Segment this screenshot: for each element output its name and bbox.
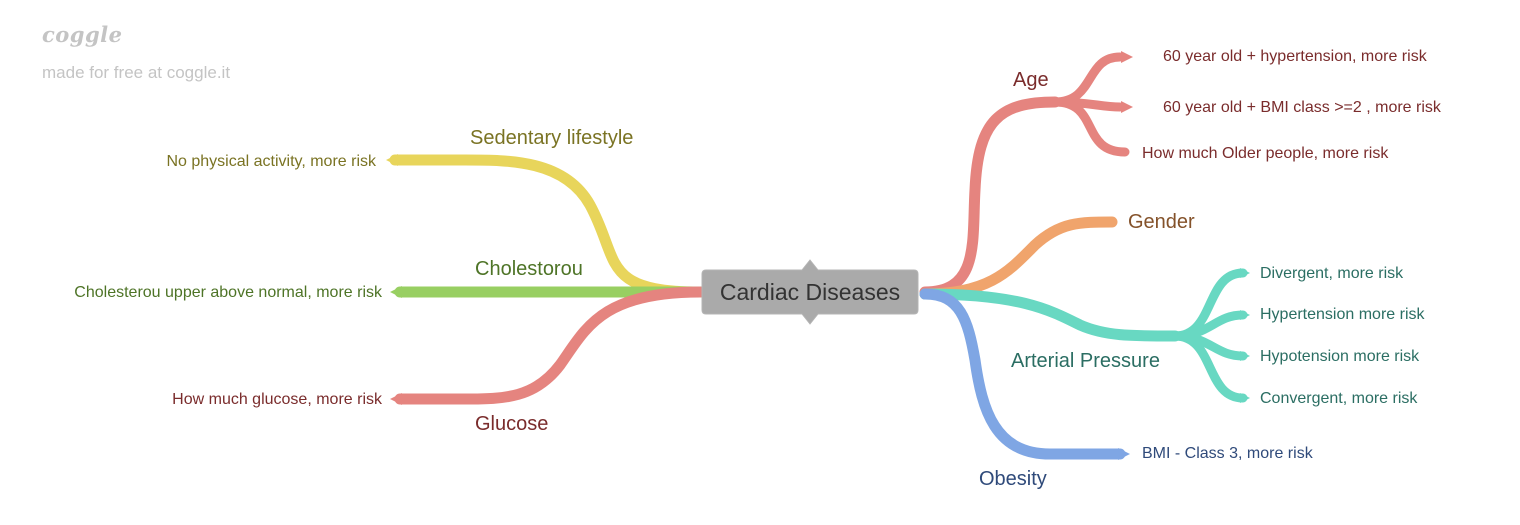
arrow-pressure-3 — [1240, 351, 1250, 361]
arrow-pressure-4 — [1240, 393, 1250, 403]
connector-obesity — [919, 288, 1126, 460]
arrow-sedentary — [386, 154, 398, 166]
arrow-age-2 — [1121, 101, 1133, 113]
arrow-obesity — [1118, 448, 1130, 460]
leaf-age-1[interactable]: 60 year old + hypertension, more risk — [1163, 48, 1428, 65]
arrow-glucose — [390, 393, 402, 405]
leaf-pressure-2[interactable]: Hypertension more risk — [1260, 306, 1426, 323]
arrow-pressure-2 — [1240, 310, 1250, 320]
connector-glucose — [394, 286, 706, 405]
leaf-pressure-4[interactable]: Convergent, more risk — [1260, 390, 1418, 407]
watermark-subtitle: made for free at coggle.it — [42, 63, 231, 82]
arrow-cholesterol — [390, 286, 402, 298]
connector-sedentary — [389, 154, 706, 298]
connector-age — [919, 96, 1061, 298]
branch-label-obesity[interactable]: Obesity — [979, 468, 1047, 490]
leaf-pressure-1[interactable]: Divergent, more risk — [1260, 265, 1404, 282]
connector-age-child-3 — [1050, 97, 1130, 157]
branch-obesity: Obesity BMI - Class 3, more risk — [919, 288, 1314, 490]
arrow-age-1 — [1121, 51, 1133, 63]
branch-gender: Gender — [919, 211, 1195, 300]
branch-age: Age 60 year old + hypertension, more ris… — [919, 48, 1442, 298]
leaf-cholesterol-1[interactable]: Cholesterou upper above normal, more ris… — [74, 284, 383, 301]
arrow-pressure-1 — [1240, 268, 1250, 278]
connector-pressure — [919, 288, 1181, 342]
leaf-obesity-1[interactable]: BMI - Class 3, more risk — [1142, 445, 1314, 462]
branch-cholesterol: Cholestorou Cholesterou upper above norm… — [74, 258, 706, 301]
connector-gender — [919, 216, 1118, 300]
branch-glucose: Glucose How much glucose, more risk — [172, 286, 706, 435]
branch-label-age[interactable]: Age — [1013, 69, 1049, 91]
branch-label-glucose[interactable]: Glucose — [475, 413, 548, 435]
leaf-age-3[interactable]: How much Older people, more risk — [1142, 145, 1389, 162]
center-node-label: Cardiac Diseases — [720, 279, 900, 305]
leaf-pressure-3[interactable]: Hypotension more risk — [1260, 348, 1420, 365]
center-node[interactable]: Cardiac Diseases — [701, 259, 919, 325]
branch-label-gender[interactable]: Gender — [1128, 211, 1195, 233]
connector-pressure-child-4 — [1170, 331, 1248, 403]
leaf-glucose-1[interactable]: How much glucose, more risk — [172, 391, 383, 408]
branch-pressure: Arterial Pressure Divergent, more risk H… — [919, 265, 1426, 407]
branch-label-sedentary[interactable]: Sedentary lifestyle — [470, 127, 633, 149]
connector-age-child-1 — [1050, 52, 1125, 107]
branch-sedentary: Sedentary lifestyle No physical activity… — [166, 127, 706, 298]
center-node-shape — [701, 259, 919, 325]
leaf-sedentary-1[interactable]: No physical activity, more risk — [166, 153, 377, 170]
coggle-logo: coggle — [42, 22, 123, 47]
branch-label-cholesterol[interactable]: Cholestorou — [475, 258, 583, 280]
branch-label-pressure[interactable]: Arterial Pressure — [1011, 350, 1160, 372]
leaf-age-2[interactable]: 60 year old + BMI class >=2 , more risk — [1163, 99, 1442, 116]
